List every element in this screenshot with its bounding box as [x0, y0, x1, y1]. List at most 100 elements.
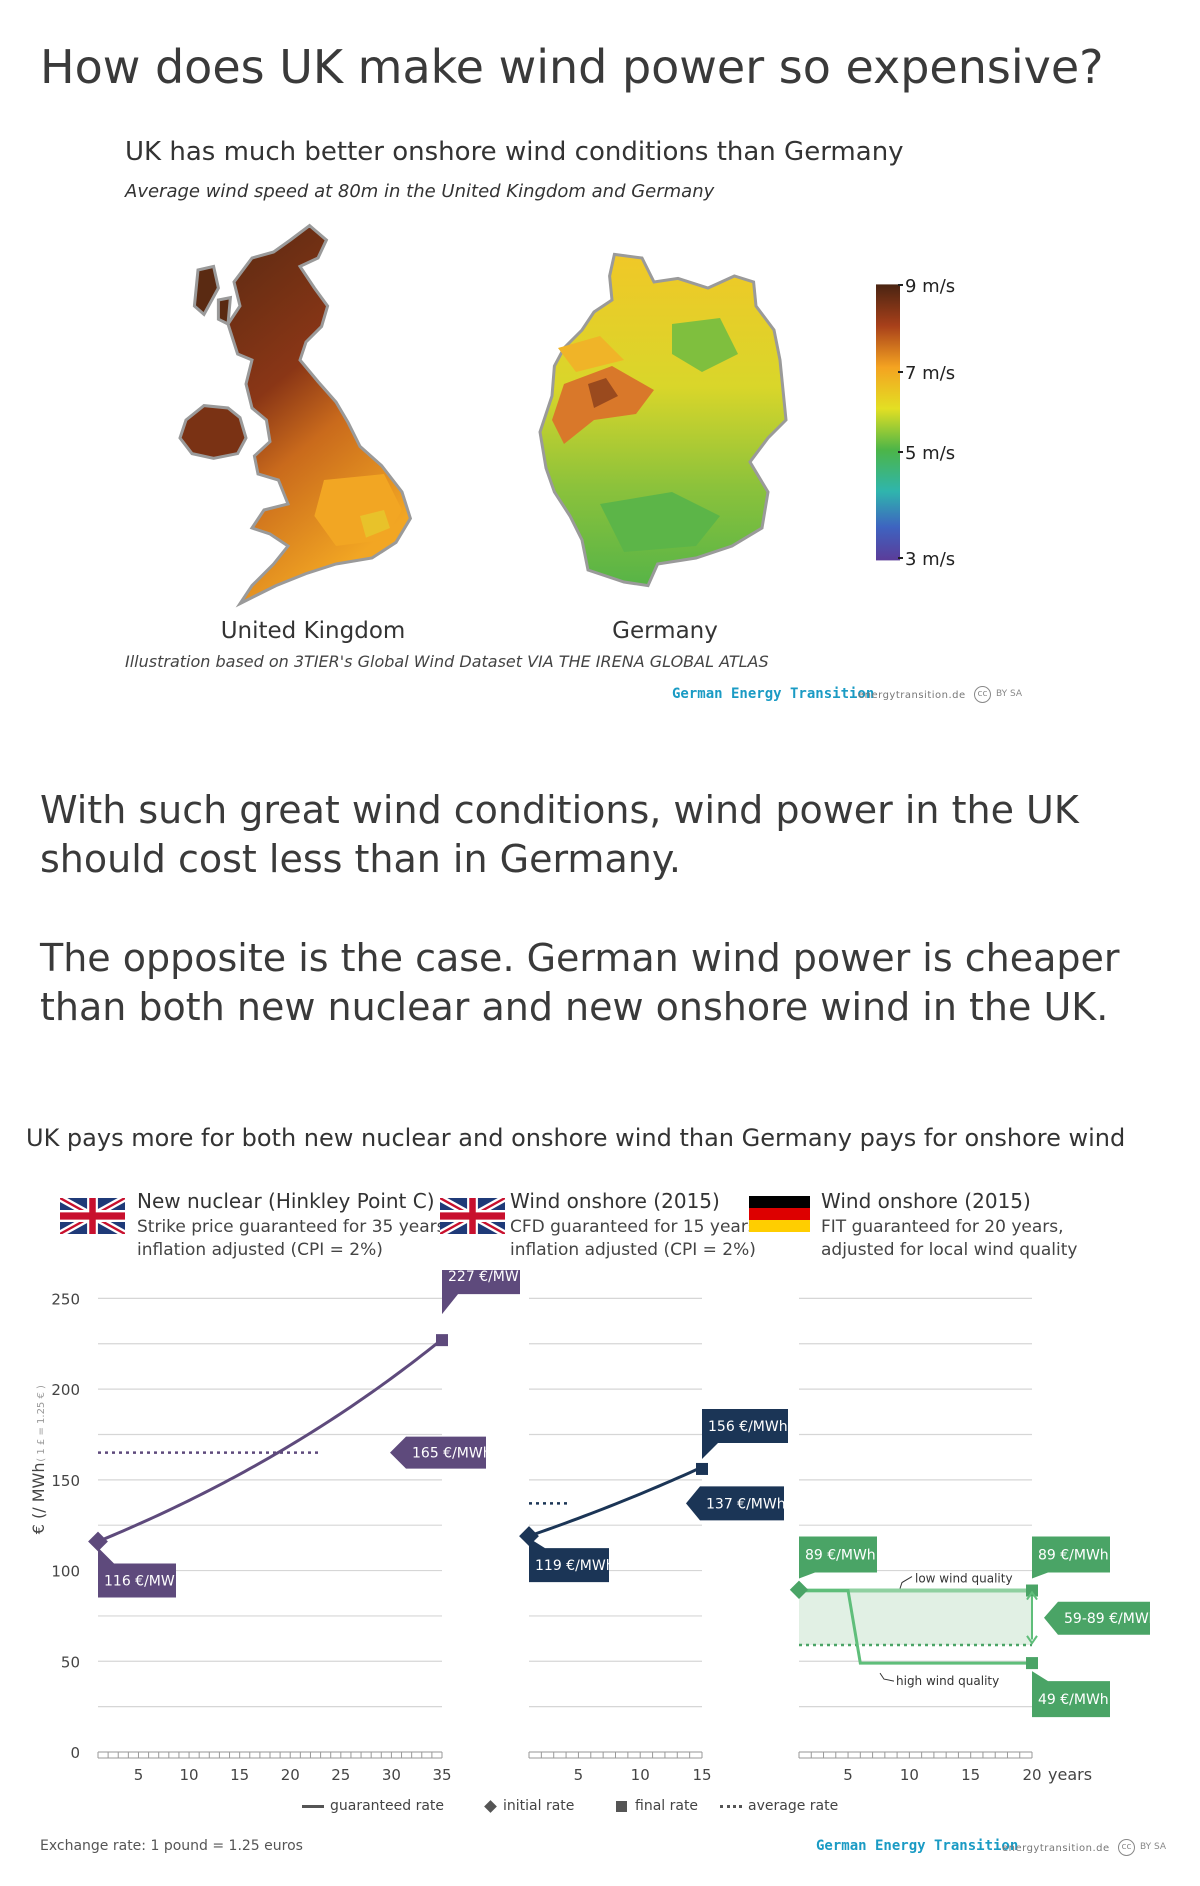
wind-maps: [178, 223, 901, 608]
x-axis-label: years: [1048, 1765, 1092, 1784]
paragraph-2: The opposite is the case. German wind po…: [40, 936, 1120, 1029]
scale-label-7: 7 m/s: [905, 363, 956, 384]
price-chart: 0 50 100 150 200 250 € (/ MWh( 1 £ = 1.25 € ) 5…: [29, 1270, 1158, 1784]
uk-flag-icon: [440, 1198, 505, 1234]
page-title: How does UK make wind power so expensive…: [40, 40, 1104, 94]
x-tick-label: 20: [1022, 1766, 1041, 1784]
callout-label: 137 €/MWh: [706, 1496, 786, 1512]
guaranteed-rate-line: [528, 1465, 703, 1538]
wind-speed-colorbar: [876, 284, 901, 561]
cc-icon: cc: [974, 686, 991, 703]
callout-label: 89 €/MWh: [805, 1548, 876, 1564]
panel-de-wind-sub1: FIT guaranteed for 20 years,: [821, 1217, 1064, 1237]
maps-subtitle: UK has much better onshore wind conditio…: [125, 137, 904, 167]
uk-flag-icon: [60, 1198, 125, 1234]
y-tick-label: 50: [61, 1653, 80, 1671]
final-rate-marker: [696, 1462, 708, 1475]
callout-shape: [799, 1536, 877, 1579]
high-wind-note: high wind quality: [896, 1674, 999, 1688]
final-rate-marker: [1026, 1657, 1038, 1670]
x-tick-label: 10: [900, 1766, 919, 1784]
paragraph-1: With such great wind conditions, wind po…: [40, 788, 1079, 881]
chart-title: UK pays more for both new nuclear and on…: [26, 1124, 1126, 1152]
callout-label: 89 €/MWh: [1038, 1548, 1109, 1564]
callout-label: 119 €/MWh: [535, 1558, 615, 1574]
germany-flag-icon: [749, 1196, 810, 1232]
line-swatch-icon: [302, 1804, 324, 1808]
range-arrow-heads: [1026, 1590, 1038, 1645]
x-tick-label: 15: [230, 1766, 249, 1784]
price-callout: 59-89 €/MWh: [1044, 1601, 1158, 1635]
final-rate-marker: [1026, 1584, 1038, 1597]
panel-uk-wind-heading: Wind onshore (2015): [510, 1189, 720, 1213]
panel-de-wind-heading: Wind onshore (2015): [821, 1189, 1031, 1213]
callout-label: 165 €/MWh: [412, 1446, 492, 1462]
callout-label: 156 €/MWh: [708, 1419, 788, 1435]
y-tick-label: 100: [51, 1563, 80, 1581]
initial-rate-marker: [789, 1580, 809, 1600]
panel-nuclear-sub1: Strike price guaranteed for 35 years: [137, 1217, 446, 1237]
y-tick-label: 0: [70, 1744, 80, 1762]
x-tick-label: 10: [631, 1766, 650, 1784]
callout-label: 116 €/MWh: [104, 1574, 184, 1590]
exchange-rate-note: Exchange rate: 1 pound = 1.25 euros: [40, 1838, 303, 1854]
brand-logo[interactable]: German Energy Transition: [672, 686, 875, 702]
germany-map: [538, 252, 788, 588]
legend-initial: initial rate: [484, 1798, 574, 1814]
high-wind-line: [799, 1589, 1032, 1665]
germany-label: Germany: [612, 618, 718, 644]
x-tick-label: 5: [134, 1766, 144, 1784]
brand-logo[interactable]: German Energy Transition: [816, 1838, 1019, 1854]
maps-caption: Average wind speed at 80m in the United …: [125, 181, 715, 202]
price-callout: 89 €/MWh: [799, 1536, 877, 1579]
uk-map: [178, 223, 413, 608]
x-tick-label: 5: [574, 1766, 584, 1784]
source-caption: Illustration based on 3TIER's Global Win…: [125, 652, 769, 671]
price-callout: 89 €/MWh: [1032, 1536, 1110, 1579]
legend-guaranteed: guaranteed rate: [302, 1798, 444, 1814]
x-tick-label: 5: [843, 1766, 853, 1784]
y-axis-note: ( 1 £ = 1.25 € ): [36, 1385, 47, 1462]
x-tick-label: 15: [692, 1766, 711, 1784]
x-tick-label: 20: [281, 1766, 300, 1784]
cc-license: cc BY SA: [1118, 1839, 1166, 1856]
callout-label: 59-89 €/MWh: [1064, 1611, 1158, 1627]
dotted-line-icon: [720, 1804, 742, 1808]
price-callout: 119 €/MWh: [529, 1538, 615, 1583]
price-callout: 156 €/MWh: [702, 1408, 788, 1459]
price-callout: 165 €/MWh: [390, 1436, 492, 1469]
y-tick-label: 200: [51, 1381, 80, 1399]
legend-average: average rate: [720, 1798, 838, 1814]
callout-label: 227 €/MWh: [448, 1270, 528, 1285]
x-tick-label: 30: [382, 1766, 401, 1784]
scale-label-5: 5 m/s: [905, 443, 956, 464]
callout-shape: [442, 1270, 520, 1315]
x-tick-label: 35: [432, 1766, 451, 1784]
callout-shape: [390, 1436, 486, 1469]
guaranteed-rate-line: [97, 1338, 443, 1543]
x-tick-label: 25: [331, 1766, 350, 1784]
diamond-icon: [484, 1799, 497, 1813]
uk-label: United Kingdom: [220, 618, 406, 644]
panel-nuclear-heading: New nuclear (Hinkley Point C): [137, 1189, 435, 1213]
callout-shape: [98, 1547, 176, 1598]
callout-shape: [529, 1538, 609, 1583]
site-link[interactable]: energytransition.de: [858, 690, 966, 701]
scale-label-9: 9 m/s: [905, 276, 956, 297]
x-tick-label: 15: [961, 1766, 980, 1784]
site-link[interactable]: energytransition.de: [1002, 1843, 1110, 1854]
price-callout: 49 €/MWh: [1032, 1671, 1110, 1718]
y-axis-label: € (/ MWh: [29, 1463, 48, 1535]
y-tick-label: 150: [51, 1472, 80, 1490]
y-tick-label: 250: [51, 1290, 80, 1308]
price-callout: 227 €/MWh: [442, 1270, 528, 1315]
callout-shape: [1032, 1536, 1110, 1579]
callout-shape: [1032, 1671, 1110, 1718]
legend-final: final rate: [616, 1798, 698, 1814]
cc-license: cc BY SA: [974, 686, 1022, 703]
panel-nuclear-sub2: inflation adjusted (CPI = 2%): [137, 1240, 383, 1260]
average-range-band: [799, 1590, 1032, 1645]
panel-uk-wind-sub2: inflation adjusted (CPI = 2%): [510, 1240, 756, 1260]
square-icon: [616, 1800, 627, 1812]
panel-uk-wind-sub1: CFD guaranteed for 15 years: [510, 1217, 757, 1237]
